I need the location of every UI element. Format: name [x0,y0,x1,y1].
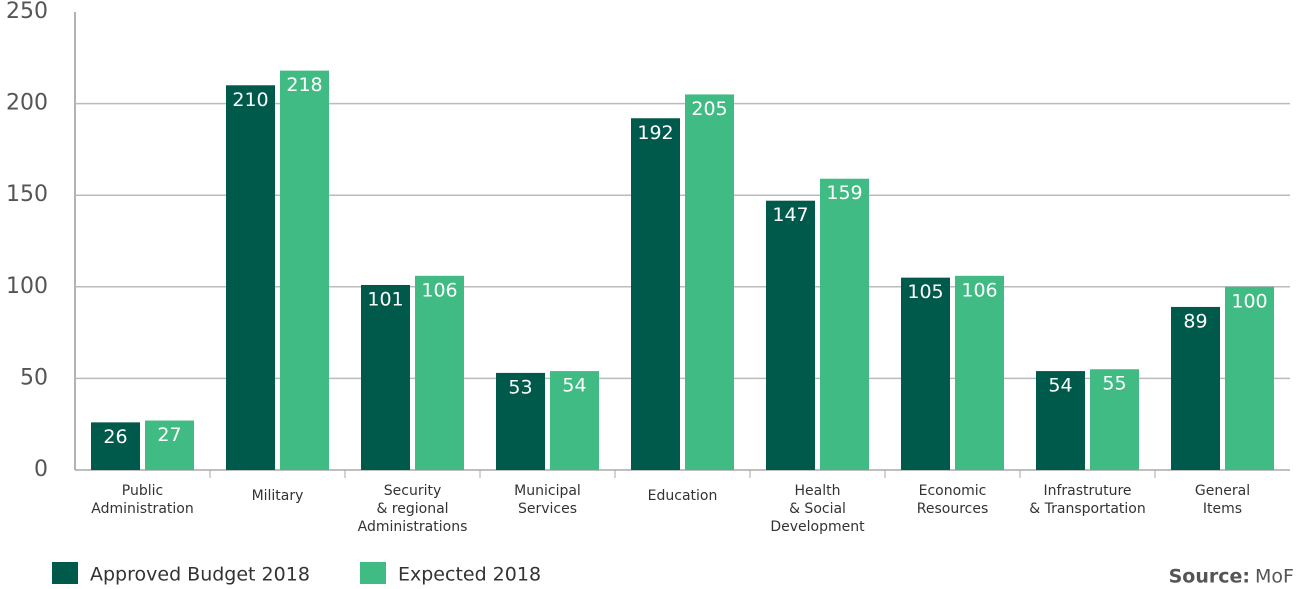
x-tick-label: Public [122,483,163,499]
x-tick-label: Security [384,483,442,499]
value-label: 53 [508,376,532,398]
y-tick-label: 50 [20,365,48,390]
bar [91,422,140,470]
x-tick-label: Health [795,483,841,499]
bar [955,275,1004,470]
legend-label: Expected 2018 [398,564,541,586]
source-label: Source: [1169,566,1250,588]
x-tick-label: Services [518,501,577,517]
x-tick-label: Municipal [514,483,581,499]
bar [280,70,329,471]
value-label: 100 [1231,290,1267,312]
bar [685,94,734,470]
legend-swatch [360,562,386,584]
y-tick-label: 250 [6,0,48,24]
x-tick-label: Education [648,488,718,504]
x-tick-label: Economic [919,483,987,499]
legend-label: Approved Budget 2018 [90,564,310,586]
bar [226,85,275,470]
x-tick-label: General [1195,483,1250,499]
value-label: 192 [637,122,673,144]
y-tick-label: 100 [6,274,48,299]
bar [1225,286,1274,470]
x-tick-label: Development [770,519,865,535]
x-tick-label: Administrations [358,519,468,535]
x-tick-label: & regional [376,501,448,517]
value-label: 55 [1102,373,1126,395]
bar [1090,369,1139,470]
value-label: 106 [421,279,457,301]
x-tick-label: & Social [789,501,846,517]
x-tick-label: & Transportation [1029,501,1145,517]
bar [496,372,545,470]
x-tick-label: Items [1203,501,1242,517]
x-tick-label: Infrastruture [1043,483,1131,499]
bar [1171,306,1220,470]
bar [766,200,815,471]
value-label: 106 [961,279,997,301]
legend-swatch [52,562,78,584]
source-text: MoF [1255,566,1294,588]
value-label: 89 [1183,310,1207,332]
bar [820,178,869,470]
y-tick-label: 0 [34,457,48,482]
y-tick-label: 200 [6,91,48,116]
bar [1036,371,1085,470]
value-label: 205 [691,98,727,120]
value-label: 147 [772,204,808,226]
value-label: 159 [826,182,862,204]
bar [145,420,194,470]
value-label: 210 [232,89,268,111]
value-label: 54 [1048,375,1072,397]
value-label: 26 [103,426,127,448]
y-tick-label: 150 [6,182,48,207]
bar [550,371,599,470]
bar [415,275,464,470]
value-label: 54 [562,375,586,397]
value-label: 101 [367,288,403,310]
value-label: 218 [286,74,322,96]
x-tick-label: Military [252,488,304,504]
bar [361,284,410,470]
x-tick-label: Administration [91,501,193,517]
value-label: 105 [907,281,943,303]
bar [901,277,950,470]
bar [631,118,680,471]
value-label: 27 [157,424,181,446]
x-tick-label: Resources [917,501,989,517]
